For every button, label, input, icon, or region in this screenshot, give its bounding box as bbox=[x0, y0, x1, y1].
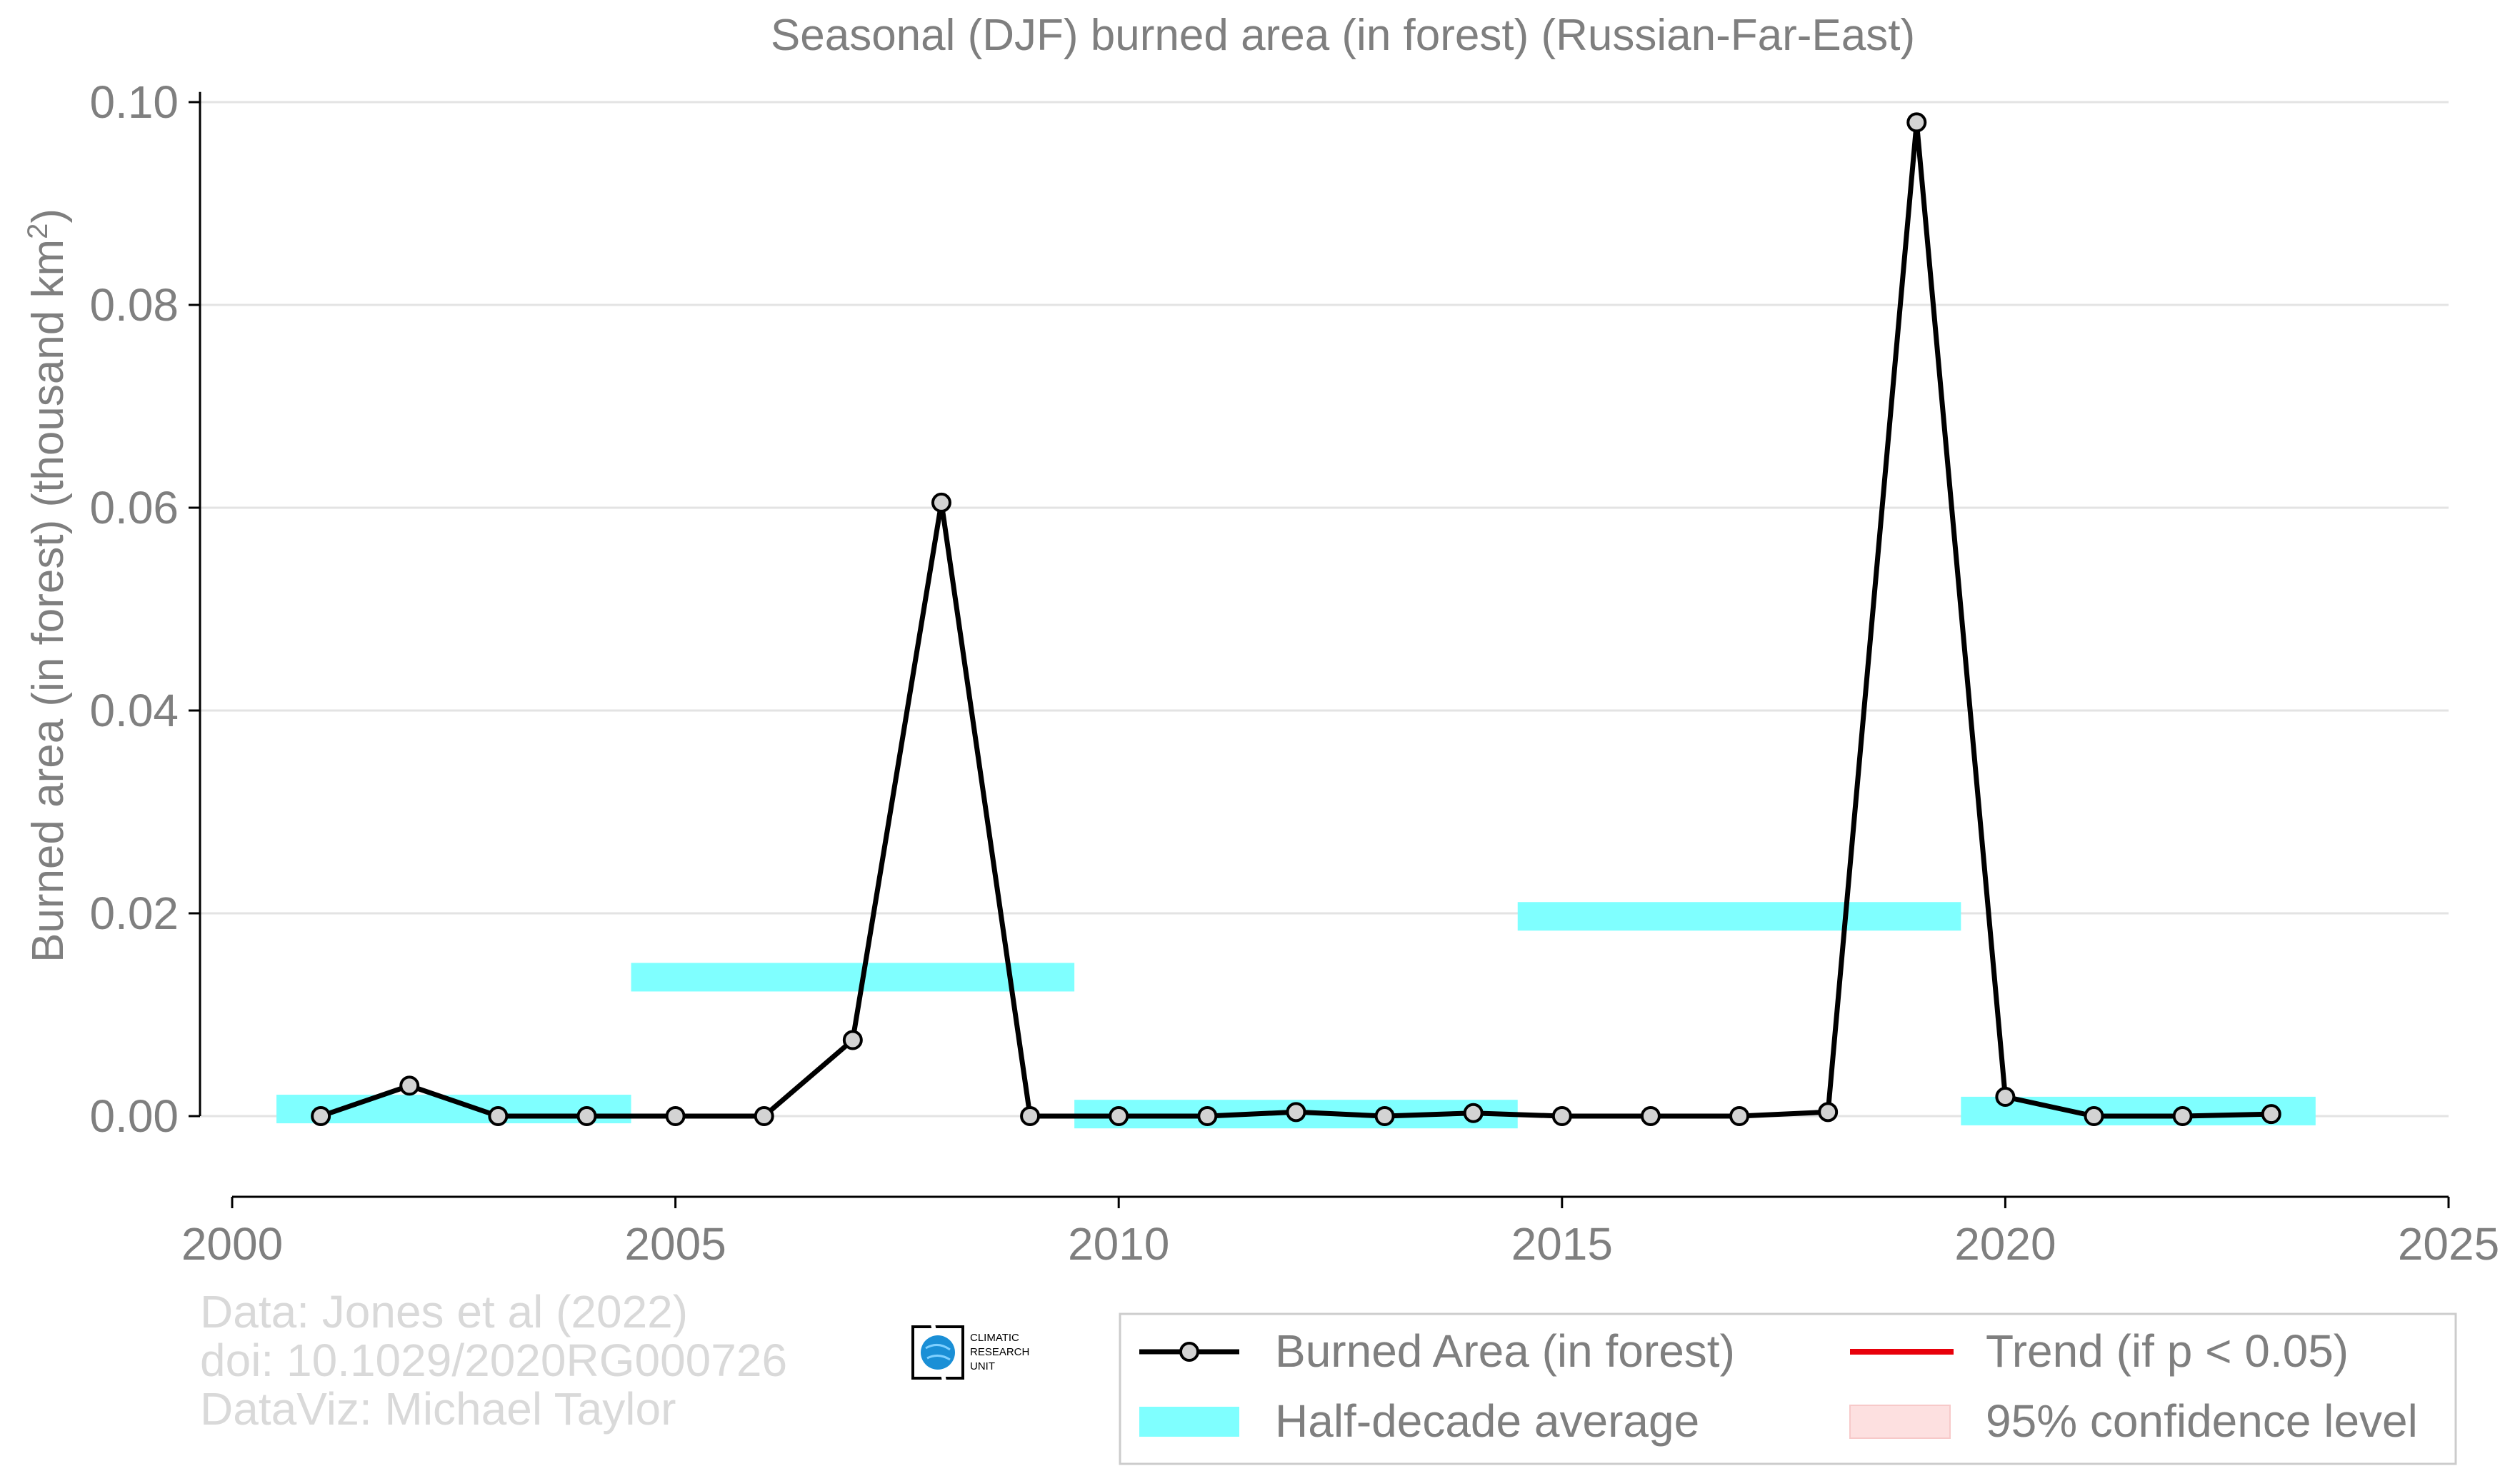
cru-logo-text-3: UNIT bbox=[970, 1360, 995, 1372]
data-point bbox=[1020, 1106, 1041, 1126]
cru-logo-text-1: CLIMATIC bbox=[970, 1332, 1019, 1344]
cru-logo-frame bbox=[911, 1325, 964, 1380]
axes bbox=[189, 91, 2450, 1208]
credit-dataviz: DataViz: Michael Taylor bbox=[200, 1383, 676, 1435]
y-tick-label: 0.10 bbox=[89, 76, 179, 128]
x-tick-label: 2000 bbox=[181, 1218, 283, 1270]
y-tick-label: 0.02 bbox=[89, 888, 179, 939]
data-point bbox=[1109, 1106, 1129, 1126]
y-axis-label-main: Burned area (in forest) (thousand km bbox=[24, 239, 73, 963]
x-tick-label: 2025 bbox=[2398, 1218, 2499, 1270]
x-tick-label: 2020 bbox=[1954, 1218, 2056, 1270]
legend-label-confidence: 95% confidence level bbox=[1986, 1395, 2418, 1447]
y-tick-label: 0.08 bbox=[89, 279, 179, 331]
legend-swatch-half-decade bbox=[1139, 1407, 1239, 1437]
data-point bbox=[1729, 1106, 1750, 1126]
cru-logo: CLIMATIC RESEARCH UNIT bbox=[911, 1323, 1029, 1382]
cru-logo-text-2: RESEARCH bbox=[970, 1346, 1029, 1358]
y-axis-label-sup: 2 bbox=[22, 224, 54, 239]
x-tick-label: 2010 bbox=[1068, 1218, 1169, 1270]
legend-label-series: Burned Area (in forest) bbox=[1275, 1325, 1735, 1377]
data-point bbox=[1374, 1106, 1395, 1126]
data-point bbox=[2261, 1104, 2281, 1125]
y-axis-label-end: ) bbox=[24, 209, 73, 224]
data-point bbox=[2172, 1106, 2193, 1126]
globe-icon bbox=[921, 1335, 955, 1370]
y-axis-label: Burned area (in forest) (thousand km2) bbox=[22, 209, 73, 963]
data-point bbox=[1197, 1106, 1218, 1126]
series-markers bbox=[311, 112, 2281, 1126]
x-tick-label: 2005 bbox=[624, 1218, 726, 1270]
x-tick-label: 2015 bbox=[1511, 1218, 1613, 1270]
data-point bbox=[1818, 1102, 1839, 1123]
data-point bbox=[1640, 1106, 1661, 1126]
half-decade-band bbox=[1517, 902, 1961, 931]
data-point bbox=[1463, 1103, 1484, 1123]
legend-swatch-confidence bbox=[1849, 1405, 1951, 1439]
data-point bbox=[576, 1106, 597, 1126]
data-point bbox=[842, 1030, 863, 1050]
data-point bbox=[488, 1106, 509, 1126]
grid-lines bbox=[200, 101, 2449, 1118]
tick-labels: 0.00 0.02 0.04 0.06 0.08 0.10 2000 2005 2010 2015… bbox=[89, 76, 2499, 1270]
data-point bbox=[665, 1106, 686, 1126]
data-point bbox=[1551, 1106, 1572, 1126]
series-line bbox=[319, 119, 2271, 1119]
legend-label-trend: Trend (if p < 0.05) bbox=[1986, 1325, 2349, 1377]
legend: Burned Area (in forest) Half-decade aver… bbox=[1119, 1312, 2457, 1465]
half-decade-band bbox=[631, 963, 1075, 992]
y-tick-label: 0.00 bbox=[89, 1090, 179, 1142]
data-point bbox=[931, 492, 951, 513]
credit-data-source: Data: Jones et al (2022) bbox=[200, 1286, 689, 1337]
data-point bbox=[2084, 1106, 2104, 1126]
data-point bbox=[1995, 1087, 2016, 1108]
legend-label-half-decade: Half-decade average bbox=[1275, 1395, 1699, 1447]
chart-title: Seasonal (DJF) burned area (in forest) (… bbox=[771, 11, 1915, 60]
series-polyline bbox=[319, 119, 2271, 1119]
data-point bbox=[1286, 1102, 1306, 1123]
data-point bbox=[1906, 112, 1927, 133]
data-point bbox=[399, 1075, 420, 1096]
data-point bbox=[754, 1106, 774, 1126]
legend-frame bbox=[1119, 1312, 2457, 1465]
y-tick-label: 0.06 bbox=[89, 482, 179, 533]
y-tick-label: 0.04 bbox=[89, 685, 179, 736]
data-point bbox=[311, 1106, 331, 1126]
legend-swatch-series-marker bbox=[1179, 1342, 1199, 1362]
credit-doi: doi: 10.1029/2020RG000726 bbox=[200, 1335, 788, 1386]
